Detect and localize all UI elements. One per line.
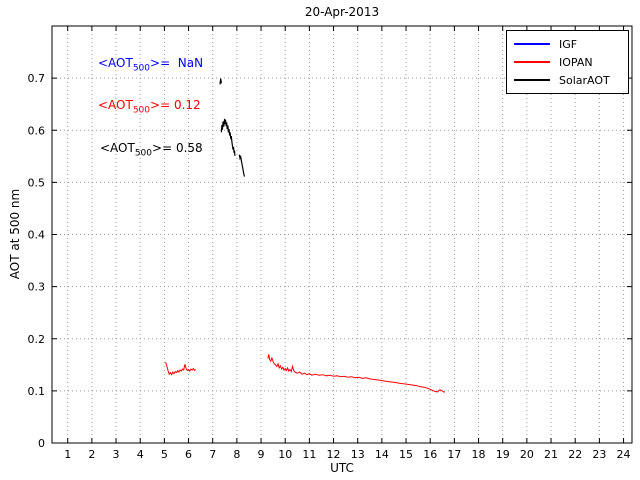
- svg-text:18: 18: [472, 448, 486, 461]
- legend-label-igf: IGF: [559, 37, 578, 51]
- svg-text:0.5: 0.5: [28, 176, 46, 189]
- legend-item-solaraot: SolarAOT: [507, 71, 628, 89]
- svg-text:8: 8: [233, 448, 240, 461]
- legend-item-igf: IGF: [507, 35, 628, 53]
- y-axis-label: AOT at 500 nm: [8, 188, 22, 280]
- svg-text:15: 15: [399, 448, 413, 461]
- svg-text:2: 2: [88, 448, 95, 461]
- svg-text:16: 16: [423, 448, 437, 461]
- x-axis-label: UTC: [330, 461, 354, 475]
- annotation-text: <AOT: [98, 56, 133, 70]
- svg-text:7: 7: [209, 448, 216, 461]
- svg-text:23: 23: [592, 448, 606, 461]
- svg-text:0.1: 0.1: [28, 385, 46, 398]
- chart-title: 20-Apr-2013: [304, 5, 380, 19]
- svg-text:9: 9: [258, 448, 265, 461]
- svg-text:3: 3: [113, 448, 120, 461]
- annotation-igf-mean: <AOT500>= NaN: [98, 56, 203, 73]
- annotation-text: >= 0.12: [150, 98, 201, 112]
- solaraot-line-sample-icon: [514, 79, 550, 81]
- legend-label-iopan: IOPAN: [559, 55, 593, 69]
- svg-text:10: 10: [278, 448, 292, 461]
- svg-text:12: 12: [327, 448, 341, 461]
- svg-text:19: 19: [496, 448, 510, 461]
- svg-text:22: 22: [568, 448, 582, 461]
- annotation-iopan-mean: <AOT500>= 0.12: [98, 98, 201, 115]
- svg-text:0.7: 0.7: [28, 72, 46, 85]
- legend-item-iopan: IOPAN: [507, 53, 628, 71]
- annotation-subscript: 500: [132, 63, 151, 74]
- annotation-text: <AOT: [98, 98, 133, 112]
- svg-text:0.4: 0.4: [28, 229, 46, 242]
- legend-label-solaraot: SolarAOT: [559, 73, 610, 87]
- annotation-text: <AOT: [100, 141, 135, 155]
- svg-text:0: 0: [38, 437, 45, 450]
- svg-text:4: 4: [137, 448, 144, 461]
- svg-text:0.2: 0.2: [28, 333, 46, 346]
- svg-text:13: 13: [351, 448, 365, 461]
- annotation-text: >= 0.58: [152, 141, 203, 155]
- svg-text:1: 1: [64, 448, 71, 461]
- annotation-solaraot-mean: <AOT500>= 0.58: [100, 141, 203, 158]
- svg-text:20: 20: [520, 448, 534, 461]
- svg-text:21: 21: [544, 448, 558, 461]
- svg-text:0.3: 0.3: [28, 281, 46, 294]
- svg-text:11: 11: [302, 448, 316, 461]
- iopan-line-sample-icon: [514, 61, 550, 63]
- igf-line-sample-icon: [514, 43, 550, 45]
- svg-text:6: 6: [185, 448, 192, 461]
- svg-text:17: 17: [447, 448, 461, 461]
- svg-text:0.6: 0.6: [28, 124, 46, 137]
- annotation-text: >= NaN: [150, 56, 204, 70]
- legend: IGF IOPAN SolarAOT: [506, 30, 629, 94]
- svg-text:14: 14: [375, 448, 389, 461]
- svg-text:5: 5: [161, 448, 168, 461]
- svg-text:24: 24: [617, 448, 631, 461]
- annotation-subscript: 500: [132, 105, 151, 116]
- annotation-subscript: 500: [134, 148, 153, 159]
